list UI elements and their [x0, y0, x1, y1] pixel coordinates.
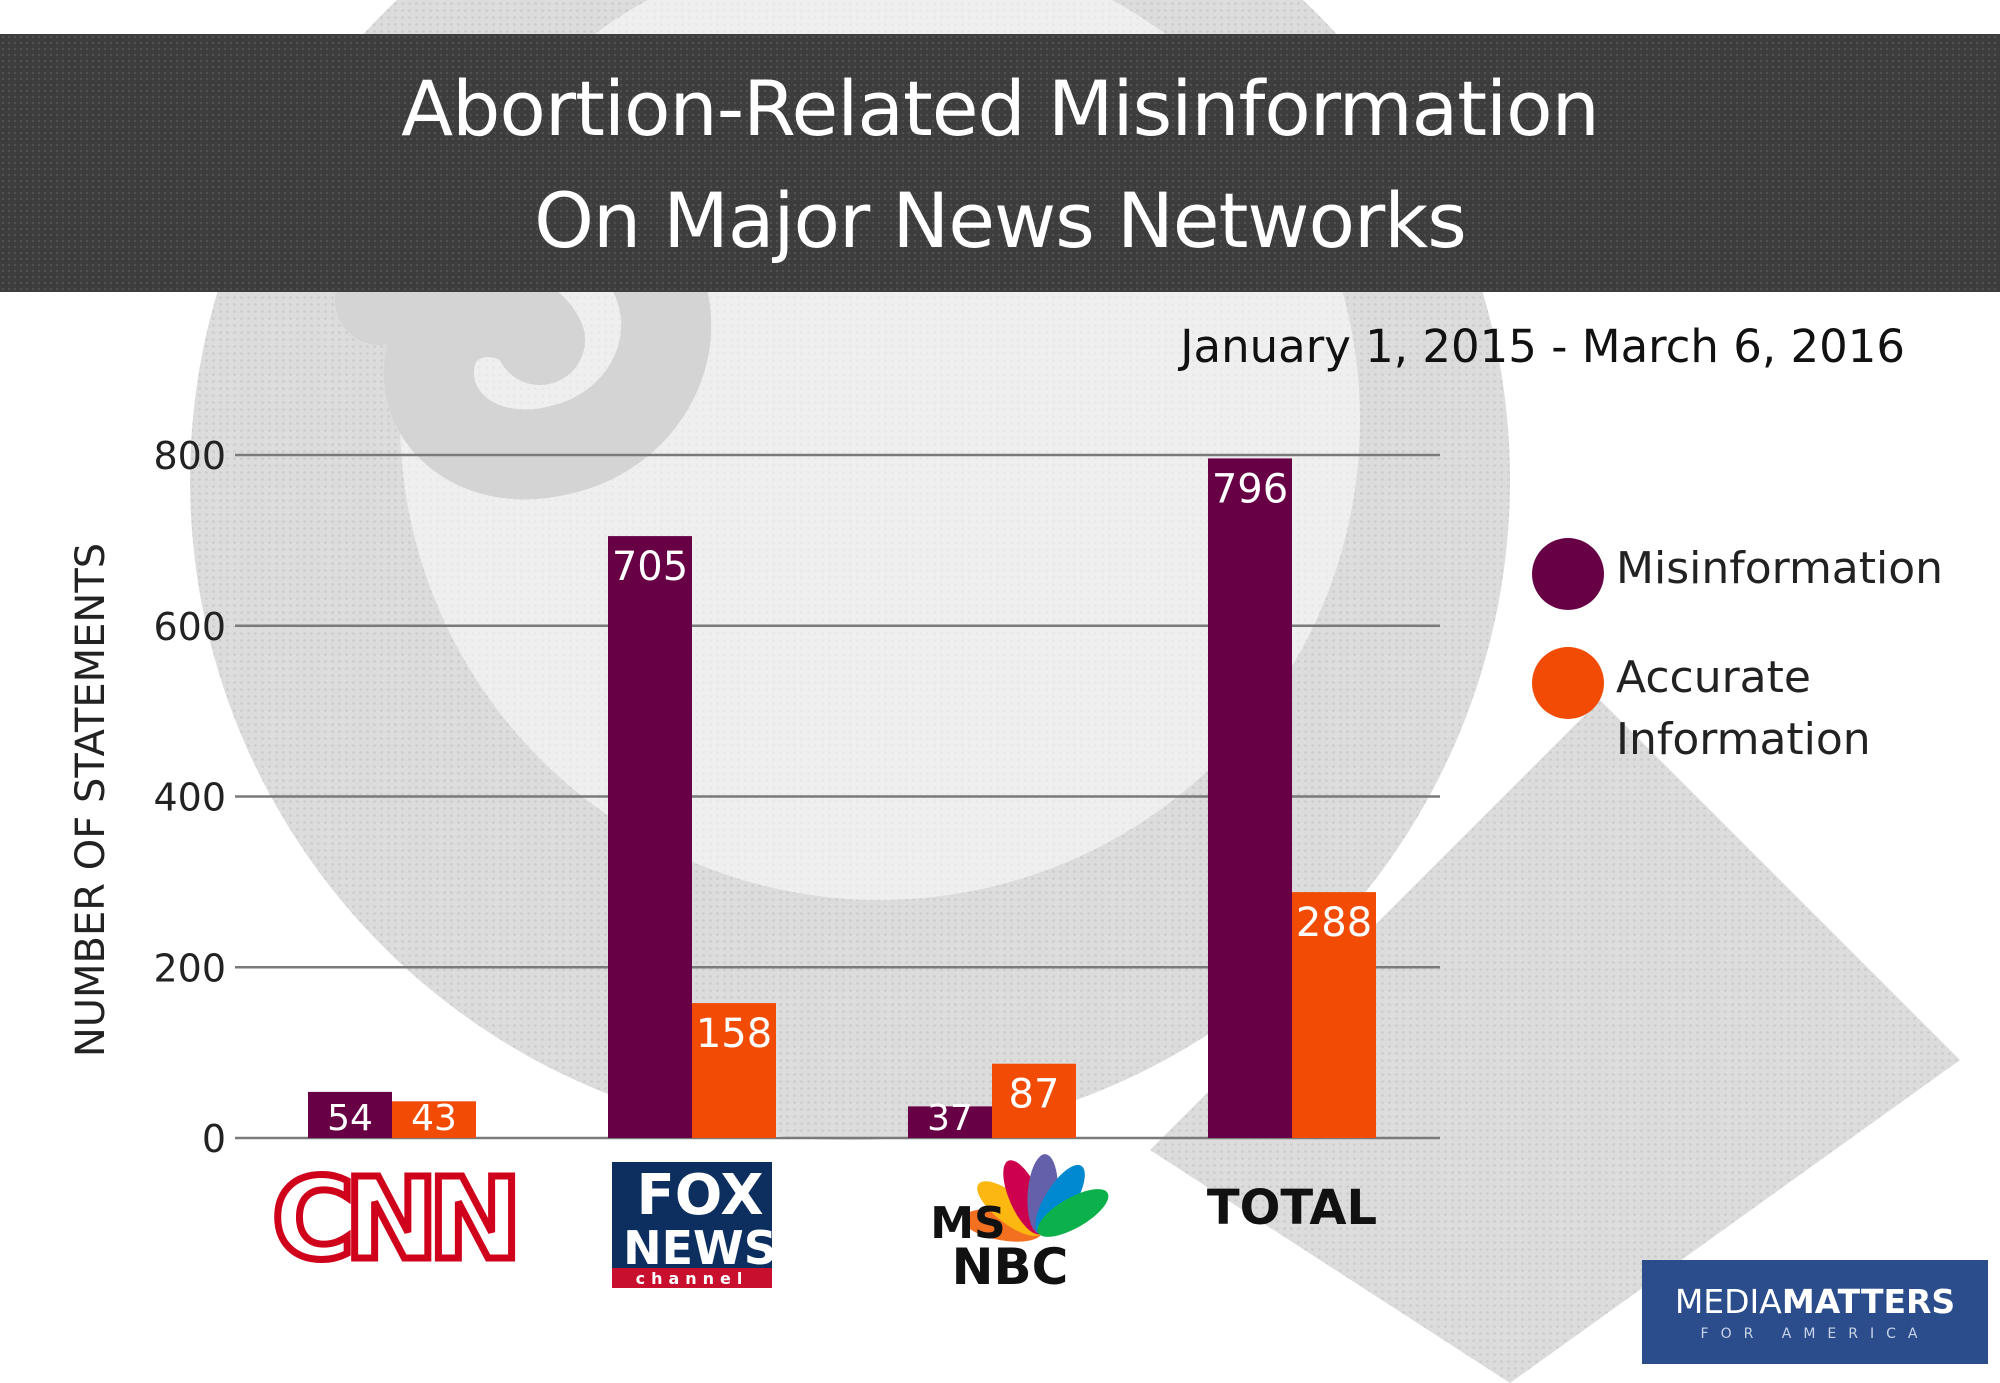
data-label: 87: [1009, 1072, 1060, 1118]
date-range-subtitle: January 1, 2015 - March 6, 2016: [1180, 320, 1905, 373]
legend-item-accurate: Accurate Information: [1532, 647, 1936, 771]
data-label: 796: [1212, 466, 1288, 512]
legend-label-accurate: Accurate Information: [1616, 652, 1871, 765]
y-tick-label: 600: [153, 605, 226, 649]
y-tick-label: 400: [153, 776, 226, 820]
msnbc-logo-text: NBC: [952, 1238, 1069, 1296]
y-axis-label: NUMBER OF STATEMENTS: [68, 543, 114, 1057]
data-label: 288: [1296, 900, 1372, 946]
bar: [1292, 892, 1376, 1138]
peacock-feather: [1037, 1189, 1109, 1237]
bar: [908, 1106, 992, 1138]
chart-title-line-1: Abortion-Related Misinformation: [401, 64, 1600, 153]
fox-logo-text: NEWS: [623, 1221, 777, 1275]
bar: [1208, 458, 1292, 1138]
brand-light: MEDIA: [1674, 1282, 1782, 1321]
data-label: 43: [411, 1098, 457, 1139]
media-matters-logo: MEDIAMATTERS FOR AMERICA: [1642, 1260, 1988, 1364]
y-tick-label: 0: [202, 1117, 226, 1161]
legend-label-misinformation: Misinformation: [1616, 543, 1944, 594]
msnbc-logo-text: MS: [930, 1198, 1005, 1249]
watermark-corner: [1150, 700, 1960, 1383]
data-label: 37: [927, 1098, 973, 1139]
brand-bold: MATTERS: [1781, 1282, 1956, 1321]
legend-swatch-misinformation: [1532, 538, 1604, 610]
chart-title-line-2: On Major News Networks: [534, 176, 1467, 265]
fox-logo-text: channel: [636, 1269, 749, 1288]
bar: [392, 1101, 476, 1138]
legend-swatch-accurate: [1532, 647, 1604, 719]
bar: [692, 1003, 776, 1138]
cnn-logo: CNN: [272, 1155, 512, 1285]
data-label: 54: [327, 1098, 373, 1139]
title-banner: Abortion-Related Misinformation On Major…: [0, 34, 2000, 292]
y-tick-label: 200: [153, 946, 226, 990]
bar: [992, 1063, 1076, 1138]
fox-logo-box: [612, 1162, 772, 1288]
category-label-total: TOTAL: [1207, 1180, 1377, 1236]
fox-logo-band: [612, 1268, 772, 1288]
fox-logo-text: FOX: [636, 1163, 763, 1228]
y-tick-label: 800: [153, 434, 226, 478]
data-label: 158: [696, 1011, 772, 1057]
media-matters-tagline: FOR AMERICA: [1700, 1326, 1930, 1342]
data-label: 705: [612, 544, 688, 590]
bar: [308, 1091, 392, 1138]
media-matters-wordmark: MEDIAMATTERS: [1642, 1282, 1988, 1321]
bar: [608, 536, 692, 1138]
legend-item-misinformation: Misinformation: [1532, 538, 1944, 610]
